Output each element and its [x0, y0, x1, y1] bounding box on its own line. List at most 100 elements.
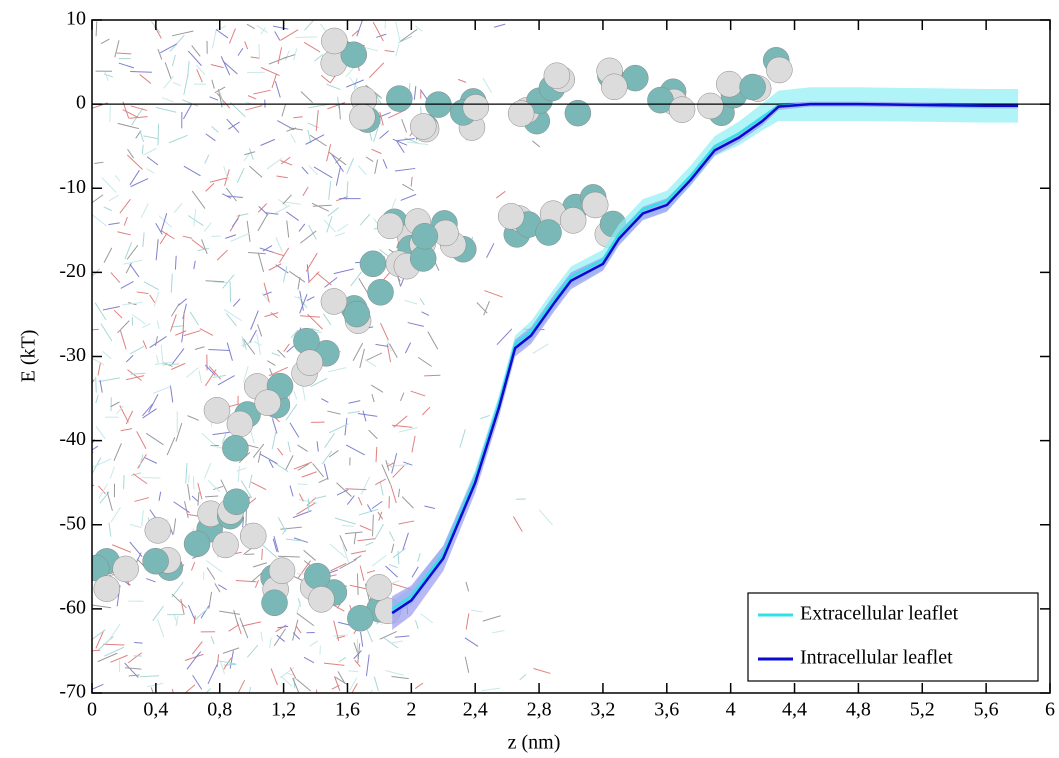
- stick: [282, 194, 292, 205]
- stick: [226, 195, 243, 198]
- stick: [286, 672, 295, 676]
- stick: [206, 567, 216, 580]
- stick: [297, 463, 309, 471]
- stick: [327, 207, 340, 217]
- stick: [106, 491, 113, 511]
- stick: [397, 138, 415, 142]
- stick: [214, 86, 226, 94]
- stick: [204, 463, 212, 479]
- stick: [496, 328, 513, 346]
- stick: [371, 394, 375, 403]
- stick: [333, 676, 341, 692]
- stick: [209, 177, 229, 183]
- stick: [312, 204, 332, 207]
- stick: [281, 527, 288, 535]
- stick: [223, 657, 232, 670]
- stick: [186, 367, 199, 378]
- stick: [465, 581, 470, 592]
- stick: [243, 338, 256, 355]
- stick: [533, 668, 551, 674]
- atom: [304, 562, 331, 590]
- stick: [295, 625, 302, 634]
- stick: [406, 141, 429, 146]
- stick: [275, 204, 291, 214]
- stick: [123, 216, 128, 226]
- stick: [385, 459, 390, 471]
- stick: [207, 664, 218, 685]
- stick: [257, 451, 262, 463]
- stick: [127, 148, 135, 159]
- stick: [252, 443, 265, 458]
- stick: [247, 95, 257, 100]
- stick: [162, 363, 180, 366]
- stick: [271, 432, 277, 450]
- stick: [337, 96, 340, 109]
- stick: [306, 264, 310, 283]
- stick: [122, 301, 143, 306]
- stick: [94, 161, 104, 164]
- stick: [195, 64, 206, 76]
- stick: [170, 303, 180, 317]
- stick: [308, 224, 317, 240]
- stick: [118, 62, 135, 69]
- stick: [315, 110, 319, 132]
- stick: [411, 435, 416, 453]
- stick: [366, 570, 376, 574]
- stick: [235, 579, 257, 583]
- x-tick-label: 0,8: [207, 699, 232, 721]
- stick: [129, 116, 148, 119]
- stick: [239, 617, 249, 639]
- stick: [228, 624, 240, 632]
- stick: [208, 591, 213, 609]
- stick: [97, 636, 114, 651]
- stick: [192, 476, 195, 490]
- stick: [263, 282, 270, 302]
- stick: [293, 48, 298, 61]
- y-tick-label: -70: [59, 681, 86, 703]
- stick: [286, 211, 300, 221]
- stick: [260, 631, 263, 642]
- stick: [103, 643, 125, 646]
- atom: [535, 219, 562, 246]
- stick: [407, 322, 424, 327]
- stick: [117, 231, 131, 236]
- stick: [95, 395, 99, 404]
- stick: [128, 674, 140, 677]
- stick: [261, 548, 263, 560]
- stick: [92, 683, 104, 690]
- stick: [424, 374, 441, 377]
- stick: [277, 625, 289, 629]
- stick: [266, 157, 283, 170]
- stick: [327, 410, 341, 415]
- stick: [276, 175, 288, 179]
- legend-label: Intracellular leaflet: [800, 647, 953, 669]
- stick: [459, 429, 466, 448]
- stick: [210, 64, 224, 69]
- stick: [323, 219, 337, 233]
- atom: [183, 530, 211, 558]
- stick: [219, 660, 226, 675]
- stick: [365, 541, 374, 546]
- stick: [292, 619, 299, 641]
- stick: [139, 675, 160, 678]
- stick: [273, 25, 289, 30]
- stick: [318, 477, 329, 484]
- stick: [275, 624, 287, 633]
- stick: [398, 520, 415, 525]
- stick: [171, 688, 174, 693]
- stick: [327, 102, 346, 110]
- stick: [231, 218, 239, 228]
- stick: [395, 43, 400, 57]
- x-tick-label: 4,8: [846, 699, 871, 721]
- stick: [323, 662, 345, 666]
- stick: [365, 156, 374, 162]
- stick: [338, 103, 341, 120]
- stick: [480, 414, 490, 420]
- stick: [384, 20, 387, 29]
- stick: [113, 309, 123, 319]
- stick: [268, 263, 282, 271]
- stick: [182, 235, 193, 239]
- stick: [125, 354, 134, 363]
- stick: [136, 291, 149, 295]
- stick: [400, 392, 405, 402]
